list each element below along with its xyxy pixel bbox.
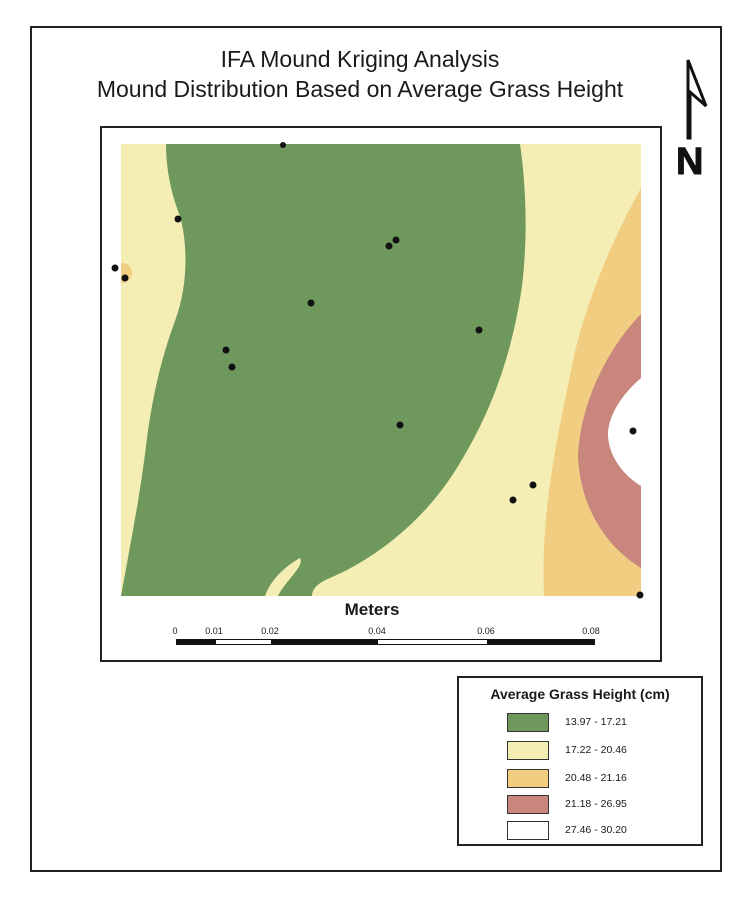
map-frame — [30, 26, 722, 872]
legend-item: 27.46 - 30.20 — [507, 819, 627, 841]
legend-label: 27.46 - 30.20 — [565, 824, 627, 836]
north-letter: N — [676, 141, 703, 183]
zone-27-46 — [608, 378, 641, 486]
zone-13-97 — [121, 144, 526, 596]
scale-bar — [176, 639, 595, 645]
legend-item: 21.18 - 26.95 — [507, 793, 627, 815]
mound-point — [307, 299, 315, 307]
legend-swatch — [507, 712, 549, 732]
mound-point — [174, 215, 182, 223]
legend-label: 21.18 - 26.95 — [565, 798, 627, 810]
legend-label: 13.97 - 17.21 — [565, 716, 627, 728]
kriging-map — [111, 142, 644, 599]
legend-swatch — [507, 768, 549, 788]
mound-points — [111, 142, 644, 599]
mound-point — [385, 242, 393, 250]
mound-point — [475, 326, 483, 334]
north-arrow-icon: N — [676, 59, 708, 184]
legend-item: 13.97 - 17.21 — [507, 711, 627, 733]
scale-tick-label: 0 — [172, 626, 178, 636]
map-title-line2: Mound Distribution Based on Average Gras… — [96, 76, 624, 102]
scale-tick-label: 0.02 — [261, 626, 279, 636]
mound-point — [529, 481, 537, 489]
map-title: IFA Mound Kriging Analysis Mound Distrib… — [30, 44, 690, 104]
legend-label: 20.48 - 21.16 — [565, 772, 627, 784]
scale-tick-label: 0.06 — [477, 626, 495, 636]
mound-point — [121, 274, 129, 282]
scale-tick-label: 0.08 — [582, 626, 600, 636]
mound-point — [636, 591, 644, 599]
legend-item: 17.22 - 20.46 — [507, 739, 627, 761]
legend: Average Grass Height (cm) 13.97 - 17.21 … — [457, 676, 703, 846]
mound-point — [396, 421, 404, 429]
legend-title: Average Grass Height (cm) — [490, 686, 670, 702]
scale-title: Meters — [344, 600, 400, 619]
legend-swatch — [507, 794, 549, 814]
mound-point — [111, 264, 119, 272]
mound-point — [280, 142, 286, 148]
mound-point — [222, 346, 230, 354]
mound-point — [509, 496, 517, 504]
scale-tick-label: 0.01 — [205, 626, 223, 636]
legend-swatch — [507, 820, 549, 840]
legend-label: 17.22 - 20.46 — [565, 744, 627, 756]
legend-swatch — [507, 740, 549, 760]
mound-point — [629, 427, 637, 435]
legend-item: 20.48 - 21.16 — [507, 767, 627, 789]
map-panel — [100, 126, 662, 662]
mound-point — [392, 236, 400, 244]
mound-point — [228, 363, 236, 371]
map-title-line1: IFA Mound Kriging Analysis — [220, 46, 500, 72]
scale-tick-label: 0.04 — [368, 626, 386, 636]
